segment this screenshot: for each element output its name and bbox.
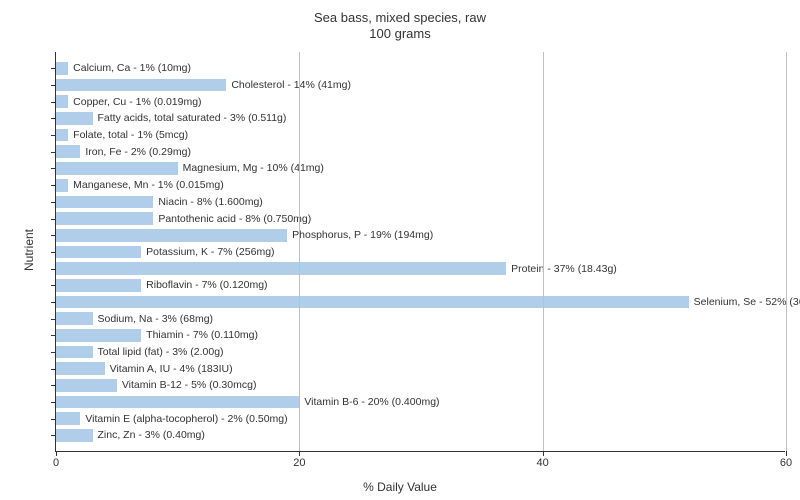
bar-label: Potassium, K - 7% (256mg) <box>141 246 274 258</box>
bar <box>56 329 141 342</box>
bar <box>56 229 287 242</box>
bar <box>56 79 226 92</box>
bar-row: Calcium, Ca - 1% (10mg) <box>56 60 785 77</box>
bar <box>56 346 93 359</box>
bar-row: Magnesium, Mg - 10% (41mg) <box>56 160 785 177</box>
bar <box>56 412 80 425</box>
bar <box>56 396 299 409</box>
bar-row: Pantothenic acid - 8% (0.750mg) <box>56 210 785 227</box>
bar-label: Protein - 37% (18.43g) <box>506 263 617 275</box>
bar <box>56 212 153 225</box>
bars-container: Calcium, Ca - 1% (10mg) Cholesterol - 14%… <box>56 60 785 443</box>
bar-row: Copper, Cu - 1% (0.019mg) <box>56 93 785 110</box>
x-tick-mark <box>786 451 787 456</box>
x-axis-label: % Daily Value <box>0 480 800 494</box>
bar <box>56 429 93 442</box>
bar-label: Niacin - 8% (1.600mg) <box>153 196 262 208</box>
bar-label: Vitamin B-6 - 20% (0.400mg) <box>299 396 439 408</box>
y-axis-label: Nutrient <box>22 229 36 271</box>
bar-row: Thiamin - 7% (0.110mg) <box>56 327 785 344</box>
bar-label: Vitamin A, IU - 4% (183IU) <box>105 363 233 375</box>
bar-row: Protein - 37% (18.43g) <box>56 260 785 277</box>
gridline <box>543 52 544 451</box>
x-tick-label: 0 <box>53 457 59 469</box>
bar-row: Manganese, Mn - 1% (0.015mg) <box>56 177 785 194</box>
x-tick-mark <box>299 451 300 456</box>
bar <box>56 296 689 309</box>
bar-label: Calcium, Ca - 1% (10mg) <box>68 62 191 74</box>
bar-row: Potassium, K - 7% (256mg) <box>56 244 785 261</box>
bar <box>56 312 93 325</box>
gridline <box>299 52 300 451</box>
bar <box>56 62 68 75</box>
bar-row: Riboflavin - 7% (0.120mg) <box>56 277 785 294</box>
bar <box>56 379 117 392</box>
bar-row: Iron, Fe - 2% (0.29mg) <box>56 143 785 160</box>
bar-label: Iron, Fe - 2% (0.29mg) <box>80 146 191 158</box>
bar-label: Magnesium, Mg - 10% (41mg) <box>178 162 324 174</box>
bar-label: Zinc, Zn - 3% (0.40mg) <box>93 429 205 441</box>
bar-row: Selenium, Se - 52% (36.5mcg) <box>56 294 785 311</box>
bar-row: Vitamin B-6 - 20% (0.400mg) <box>56 394 785 411</box>
bar-row: Vitamin A, IU - 4% (183IU) <box>56 360 785 377</box>
bar-label: Copper, Cu - 1% (0.019mg) <box>68 96 201 108</box>
chart-title-line1: Sea bass, mixed species, raw <box>0 10 800 25</box>
bar-label: Riboflavin - 7% (0.120mg) <box>141 279 267 291</box>
bar <box>56 246 141 259</box>
bar-label: Pantothenic acid - 8% (0.750mg) <box>153 213 311 225</box>
bar <box>56 162 178 175</box>
bar-row: Cholesterol - 14% (41mg) <box>56 77 785 94</box>
x-tick-label: 60 <box>780 457 792 469</box>
bar <box>56 95 68 108</box>
bar-label: Folate, total - 1% (5mcg) <box>68 129 188 141</box>
bar-label: Vitamin B-12 - 5% (0.30mcg) <box>117 379 257 391</box>
bar <box>56 279 141 292</box>
bar-row: Folate, total - 1% (5mcg) <box>56 127 785 144</box>
bar-row: Niacin - 8% (1.600mg) <box>56 194 785 211</box>
bar-label: Vitamin E (alpha-tocopherol) - 2% (0.50m… <box>80 413 287 425</box>
bar <box>56 362 105 375</box>
bar-label: Fatty acids, total saturated - 3% (0.511… <box>93 112 287 124</box>
bar-label: Cholesterol - 14% (41mg) <box>226 79 351 91</box>
bar-row: Sodium, Na - 3% (68mg) <box>56 310 785 327</box>
bar <box>56 112 93 125</box>
bar-label: Thiamin - 7% (0.110mg) <box>141 329 258 341</box>
bar <box>56 145 80 158</box>
chart-title-line2: 100 grams <box>0 26 800 41</box>
bar <box>56 196 153 209</box>
bar-row: Total lipid (fat) - 3% (2.00g) <box>56 344 785 361</box>
x-tick-mark <box>56 451 57 456</box>
bar-row: Zinc, Zn - 3% (0.40mg) <box>56 427 785 444</box>
x-tick-mark <box>543 451 544 456</box>
bar-row: Vitamin E (alpha-tocopherol) - 2% (0.50m… <box>56 410 785 427</box>
plot-area: Calcium, Ca - 1% (10mg) Cholesterol - 14%… <box>55 52 785 452</box>
bar <box>56 179 68 192</box>
bar <box>56 262 506 275</box>
bar-label: Manganese, Mn - 1% (0.015mg) <box>68 179 224 191</box>
bar-row: Phosphorus, P - 19% (194mg) <box>56 227 785 244</box>
bar-row: Fatty acids, total saturated - 3% (0.511… <box>56 110 785 127</box>
x-tick-label: 40 <box>537 457 549 469</box>
bar-label: Sodium, Na - 3% (68mg) <box>93 313 214 325</box>
gridline <box>786 52 787 451</box>
bar-label: Total lipid (fat) - 3% (2.00g) <box>93 346 224 358</box>
bar-label: Phosphorus, P - 19% (194mg) <box>287 229 433 241</box>
bar-row: Vitamin B-12 - 5% (0.30mcg) <box>56 377 785 394</box>
bar <box>56 129 68 142</box>
x-tick-label: 20 <box>293 457 305 469</box>
bar-label: Selenium, Se - 52% (36.5mcg) <box>689 296 800 308</box>
